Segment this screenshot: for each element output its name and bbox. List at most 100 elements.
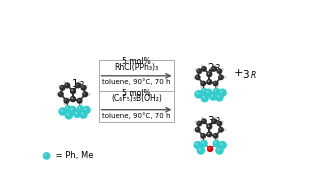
Circle shape bbox=[67, 113, 69, 115]
Circle shape bbox=[216, 137, 219, 140]
Circle shape bbox=[64, 103, 65, 104]
Circle shape bbox=[206, 131, 212, 137]
Circle shape bbox=[76, 84, 78, 85]
Circle shape bbox=[212, 140, 220, 147]
Circle shape bbox=[201, 117, 204, 120]
Circle shape bbox=[80, 102, 83, 105]
Circle shape bbox=[197, 146, 205, 155]
Circle shape bbox=[81, 85, 87, 91]
Circle shape bbox=[213, 133, 218, 139]
Circle shape bbox=[218, 127, 224, 133]
Circle shape bbox=[198, 70, 199, 71]
Circle shape bbox=[202, 82, 203, 84]
Circle shape bbox=[206, 79, 212, 85]
Circle shape bbox=[86, 85, 87, 86]
Circle shape bbox=[71, 89, 73, 91]
Text: $\mathit{2}$: $\mathit{2}$ bbox=[207, 61, 215, 73]
Circle shape bbox=[200, 140, 208, 147]
Circle shape bbox=[75, 82, 81, 88]
Circle shape bbox=[73, 110, 81, 118]
Circle shape bbox=[215, 117, 216, 118]
Circle shape bbox=[208, 147, 210, 149]
Circle shape bbox=[196, 128, 198, 130]
Circle shape bbox=[217, 95, 220, 98]
Circle shape bbox=[211, 118, 217, 124]
Circle shape bbox=[59, 93, 61, 94]
Circle shape bbox=[218, 70, 219, 71]
Circle shape bbox=[202, 134, 203, 136]
Circle shape bbox=[87, 93, 91, 96]
Circle shape bbox=[206, 71, 212, 77]
Circle shape bbox=[195, 68, 198, 71]
Text: = Ph, Me: = Ph, Me bbox=[53, 151, 93, 160]
Circle shape bbox=[193, 128, 196, 131]
Circle shape bbox=[216, 138, 217, 139]
Circle shape bbox=[200, 133, 206, 139]
Circle shape bbox=[214, 82, 216, 84]
Circle shape bbox=[208, 80, 210, 82]
Circle shape bbox=[79, 110, 87, 119]
Circle shape bbox=[214, 64, 217, 67]
Text: +: + bbox=[233, 68, 243, 78]
Circle shape bbox=[209, 92, 217, 101]
Circle shape bbox=[202, 89, 204, 91]
Circle shape bbox=[71, 89, 73, 91]
Circle shape bbox=[70, 96, 76, 102]
Circle shape bbox=[218, 74, 224, 80]
Circle shape bbox=[206, 71, 212, 77]
Circle shape bbox=[207, 146, 213, 152]
Circle shape bbox=[193, 76, 196, 79]
Circle shape bbox=[206, 124, 212, 129]
Circle shape bbox=[201, 118, 207, 124]
Circle shape bbox=[56, 93, 59, 96]
Text: $\mathit{R}$: $\mathit{R}$ bbox=[78, 78, 85, 90]
Circle shape bbox=[61, 86, 62, 88]
Circle shape bbox=[81, 112, 83, 115]
Circle shape bbox=[208, 73, 210, 74]
Circle shape bbox=[66, 107, 68, 108]
Circle shape bbox=[198, 148, 201, 151]
Circle shape bbox=[221, 120, 224, 124]
Circle shape bbox=[214, 134, 216, 136]
Circle shape bbox=[196, 76, 198, 77]
Circle shape bbox=[208, 80, 210, 82]
Circle shape bbox=[193, 141, 202, 149]
Circle shape bbox=[66, 84, 68, 85]
Circle shape bbox=[200, 81, 206, 86]
Circle shape bbox=[213, 88, 220, 95]
Circle shape bbox=[79, 81, 80, 82]
Circle shape bbox=[84, 108, 87, 110]
Circle shape bbox=[208, 133, 210, 134]
Circle shape bbox=[216, 86, 217, 87]
Text: $\mathit{3}$: $\mathit{3}$ bbox=[242, 67, 250, 80]
Circle shape bbox=[195, 74, 201, 80]
Circle shape bbox=[201, 86, 202, 87]
Circle shape bbox=[77, 105, 84, 112]
Circle shape bbox=[218, 88, 227, 97]
Circle shape bbox=[224, 129, 225, 130]
Circle shape bbox=[78, 107, 81, 108]
Circle shape bbox=[214, 117, 217, 120]
Circle shape bbox=[76, 98, 83, 104]
Circle shape bbox=[214, 142, 217, 144]
Circle shape bbox=[217, 121, 222, 126]
Circle shape bbox=[71, 98, 73, 99]
Circle shape bbox=[195, 69, 196, 70]
Circle shape bbox=[203, 96, 205, 98]
Circle shape bbox=[195, 120, 198, 124]
Text: $\mathit{R}$: $\mathit{R}$ bbox=[214, 62, 221, 73]
Circle shape bbox=[198, 122, 199, 124]
Circle shape bbox=[200, 94, 209, 102]
Circle shape bbox=[215, 89, 217, 91]
Circle shape bbox=[195, 121, 196, 122]
Circle shape bbox=[78, 81, 81, 84]
Text: (C₆F₅)₃B(OH₂): (C₆F₅)₃B(OH₂) bbox=[111, 94, 162, 103]
Circle shape bbox=[202, 117, 203, 118]
Circle shape bbox=[194, 90, 203, 98]
Text: 5 mol%: 5 mol% bbox=[122, 89, 151, 98]
Circle shape bbox=[201, 138, 202, 139]
Circle shape bbox=[217, 68, 222, 74]
Text: RhCl(PPh₃)₃: RhCl(PPh₃)₃ bbox=[114, 63, 158, 72]
Circle shape bbox=[215, 93, 224, 102]
Circle shape bbox=[65, 105, 72, 112]
